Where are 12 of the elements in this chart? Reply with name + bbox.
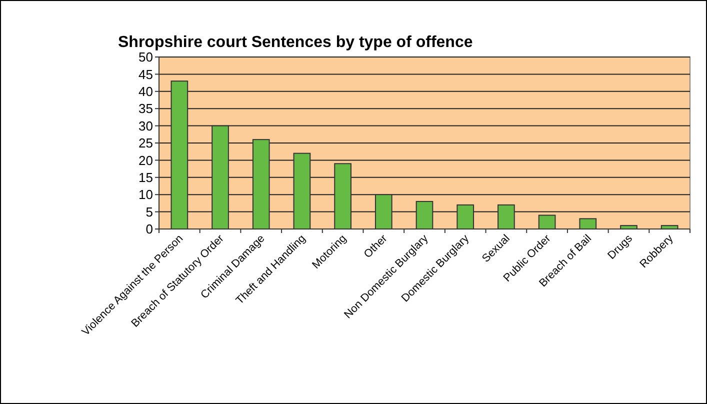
y-tick-label: 45 xyxy=(138,66,153,82)
y-tick-label: 30 xyxy=(138,118,153,134)
y-tick-label: 0 xyxy=(146,222,153,237)
y-tick-label: 5 xyxy=(146,204,153,220)
y-tick-label: 40 xyxy=(138,84,153,99)
y-tick-label: 35 xyxy=(138,101,153,116)
y-tick-label: 20 xyxy=(138,152,153,168)
y-tick-label: 25 xyxy=(138,136,153,151)
y-tick-label: 50 xyxy=(138,50,153,65)
y-tick-label: 15 xyxy=(138,170,153,185)
y-tick-label: 10 xyxy=(138,187,153,202)
chart-title: Shropshire court Sentences by type of offence xyxy=(118,34,473,51)
